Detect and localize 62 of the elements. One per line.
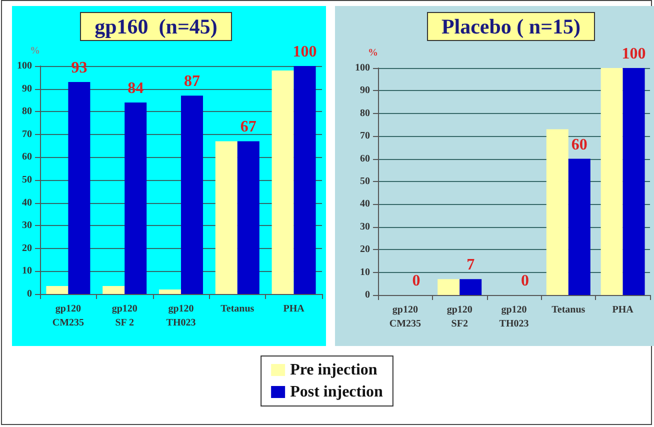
y-tick-label: 0 — [365, 290, 370, 300]
data-label: 0 — [521, 272, 529, 290]
y-tick-label: 40 — [22, 197, 32, 208]
y-tick-label: 30 — [22, 220, 32, 232]
bar — [438, 279, 460, 295]
y-tick-label: 50 — [360, 176, 370, 187]
x-tick-label: gp120 SF2 — [446, 304, 472, 330]
bar — [68, 82, 90, 294]
y-tick-label: 0 — [27, 288, 32, 300]
bar — [546, 129, 568, 295]
bar — [294, 66, 316, 294]
x-tick-label: Tetanus — [220, 304, 254, 314]
x-tick-label: gp120 CM235 — [52, 304, 84, 328]
y-tick-label: 90 — [360, 85, 370, 96]
legend-label: Post injection — [290, 384, 384, 400]
bar — [600, 68, 623, 295]
bar — [215, 141, 238, 294]
y-axis-title: % — [30, 46, 40, 56]
data-label: 0 — [412, 272, 420, 290]
chart-title: Placebo ( n=15) — [441, 14, 581, 38]
y-tick-label: 80 — [360, 108, 370, 119]
x-tick-label: PHA — [283, 304, 306, 314]
y-tick-label: 70 — [360, 130, 370, 142]
data-label: 100 — [622, 46, 646, 62]
chart-title: gp160 (n=45) — [94, 14, 218, 38]
data-label: 87 — [184, 73, 200, 90]
data-label: 67 — [240, 118, 256, 136]
y-tick-label: 50 — [22, 174, 32, 186]
y-tick-label: 100 — [355, 62, 370, 74]
bar — [46, 286, 68, 294]
bar — [568, 158, 590, 295]
data-label: 100 — [292, 44, 317, 60]
y-tick-label: 10 — [360, 266, 370, 278]
bar — [102, 286, 125, 294]
bar — [181, 96, 203, 294]
bar — [124, 102, 147, 294]
y-tick-label: 30 — [360, 221, 370, 232]
x-tick-label: PHA — [612, 304, 634, 316]
y-tick-label: 60 — [22, 152, 32, 163]
bar — [237, 141, 260, 294]
y-tick-label: 100 — [17, 60, 32, 72]
x-tick-label: gp120 SF 2 — [112, 304, 138, 328]
y-tick-label: 20 — [22, 242, 32, 254]
y-tick-label: 20 — [360, 244, 370, 256]
data-label: 60 — [571, 136, 588, 154]
y-tick-label: 80 — [22, 106, 32, 118]
bar — [622, 68, 645, 295]
x-tick-label: gp120 TH023 — [166, 304, 196, 328]
y-tick-label: 10 — [22, 266, 32, 277]
y-tick-label: 60 — [360, 153, 370, 164]
x-tick-label: gp120 TH023 — [499, 304, 529, 330]
x-tick-label: Tetanus — [552, 304, 586, 316]
bar — [272, 70, 294, 294]
bar — [460, 279, 482, 295]
x-tick-label: gp120 CM235 — [389, 304, 422, 330]
y-tick-label: 90 — [22, 83, 32, 94]
y-tick-label: 40 — [360, 198, 370, 210]
y-axis-title: % — [368, 48, 378, 58]
y-tick-label: 70 — [22, 128, 32, 140]
bar — [159, 289, 181, 294]
data-label: 7 — [466, 256, 475, 274]
legend-label: Pre injection — [290, 362, 378, 378]
